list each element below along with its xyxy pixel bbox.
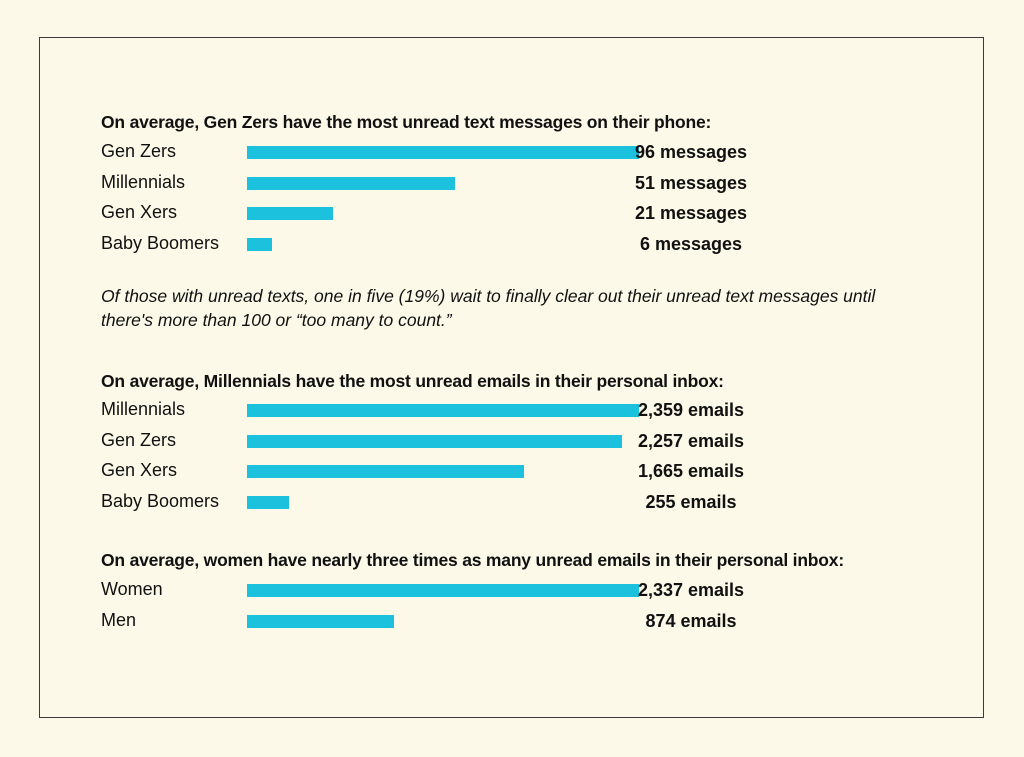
bar-row: Women 2,337 emails <box>101 578 961 609</box>
category-label: Baby Boomers <box>101 233 220 254</box>
value-label: 874 emails <box>645 610 737 631</box>
value-label: 255 emails <box>645 492 737 513</box>
chart-title: On average, women have nearly three time… <box>101 550 844 570</box>
value-label: 51 messages <box>634 172 748 193</box>
infographic-frame <box>39 37 984 718</box>
chart-unread-emails-generation: On average, Millennials have the most un… <box>101 370 961 521</box>
bar <box>247 496 290 510</box>
bar <box>247 584 639 597</box>
category-label: Gen Zers <box>101 429 177 450</box>
category-label: Gen Xers <box>101 202 178 223</box>
bar <box>247 465 524 479</box>
bar-rows: Millennials 2,359 emails Gen Zers 2,257 ema… <box>101 398 961 521</box>
category-label: Millennials <box>101 399 186 419</box>
bar-row: Baby Boomers 6 messages <box>101 232 961 263</box>
value-label: 21 messages <box>634 203 748 224</box>
bar <box>247 176 456 190</box>
bar-row: Men 874 emails <box>101 609 961 640</box>
bar <box>247 238 272 252</box>
bar-row: Gen Zers 2,257 emails <box>101 429 961 460</box>
value-label: 2,359 emails <box>637 400 745 420</box>
bar <box>247 404 639 417</box>
value-label: 6 messages <box>639 234 743 255</box>
bar <box>247 146 639 159</box>
bar <box>247 207 333 221</box>
bar-rows: Women 2,337 emails Men 874 emails <box>101 578 961 639</box>
value-label: 2,337 emails <box>637 580 745 600</box>
category-label: Gen Zers <box>101 141 177 161</box>
bar-row: Gen Xers 21 messages <box>101 201 961 232</box>
bar-row: Millennials 2,359 emails <box>101 398 961 429</box>
bar-row: Millennials 51 messages <box>101 171 961 202</box>
chart-title: On average, Millennials have the most un… <box>101 371 724 391</box>
note-text: Of those with unread texts, one in five … <box>101 286 876 330</box>
bar-row: Gen Xers 1,665 emails <box>101 459 961 490</box>
bar-rows: Gen Zers 96 messages Millennials 51 message… <box>101 140 961 263</box>
value-label: 1,665 emails <box>637 461 745 482</box>
bar-row: Baby Boomers 255 emails <box>101 490 961 521</box>
category-label: Millennials <box>101 171 186 192</box>
bar <box>247 614 394 628</box>
bar <box>247 434 623 448</box>
category-label: Gen Xers <box>101 460 178 481</box>
value-label: 96 messages <box>634 142 748 162</box>
category-label: Baby Boomers <box>101 491 220 512</box>
category-label: Women <box>101 579 163 599</box>
bar-row: Gen Zers 96 messages <box>101 140 961 171</box>
chart-title: On average, Gen Zers have the most unrea… <box>101 112 712 132</box>
category-label: Men <box>101 609 137 630</box>
chart-unread-texts: On average, Gen Zers have the most unrea… <box>101 111 961 263</box>
value-label: 2,257 emails <box>637 430 745 451</box>
chart-unread-emails-gender: On average, women have nearly three time… <box>101 549 961 639</box>
